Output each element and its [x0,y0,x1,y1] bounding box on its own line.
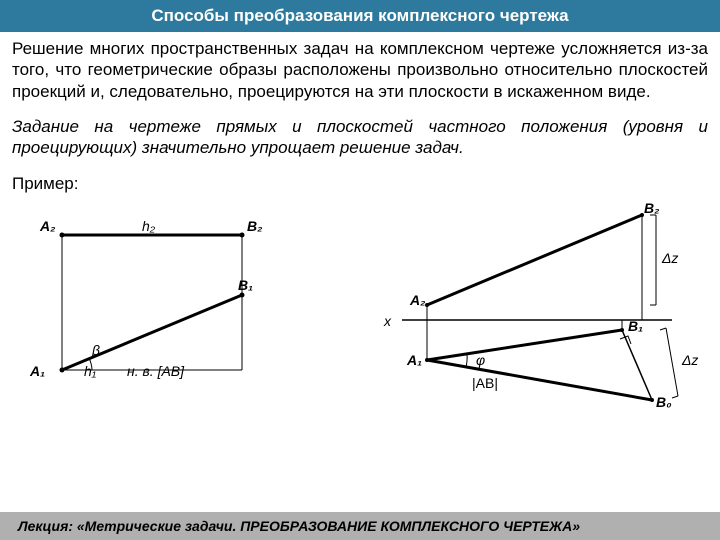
slide-content: Решение многих пространственных задач на… [0,32,720,420]
paragraph-emphasis: Задание на чертеже прямых и плоскостей ч… [12,116,708,159]
label-r-x: x [384,313,391,329]
slide-header: Способы преобразования комплексного черт… [0,0,720,32]
label-h1: h₁ [84,363,96,379]
label-b2: B₂ [247,218,262,234]
label-a2: A₂ [40,218,55,234]
label-r-a2: A₂ [410,292,425,308]
diagrams-area: A₂ B₂ h₂ A₁ B₁ h₁ β н. в. [AB] [12,200,708,420]
label-r-a1: A₁ [407,352,422,368]
slide-title: Способы преобразования комплексного черт… [151,6,568,25]
label-a1: A₁ [30,363,45,379]
label-r-dz2: Δz [682,352,698,368]
label-h2: h₂ [142,218,155,234]
label-r-b2: B₂ [644,200,659,216]
label-beta: β [92,342,100,358]
label-r-ab: |AB| [472,375,498,391]
example-label: Пример: [12,174,708,194]
label-r-b0: B₀ [656,394,672,410]
paragraph-intro: Решение многих пространственных задач на… [12,38,708,102]
label-r-b1: B₁ [628,318,643,334]
label-r-phi: φ [476,352,485,368]
label-b1: B₁ [238,277,253,293]
label-r-dz1: Δz [662,250,678,266]
footer-text: Лекция: «Метрические задачи. ПРЕОБРАЗОВА… [18,518,580,534]
label-natural: н. в. [AB] [127,363,184,379]
slide-footer: Лекция: «Метрические задачи. ПРЕОБРАЗОВА… [0,512,720,540]
